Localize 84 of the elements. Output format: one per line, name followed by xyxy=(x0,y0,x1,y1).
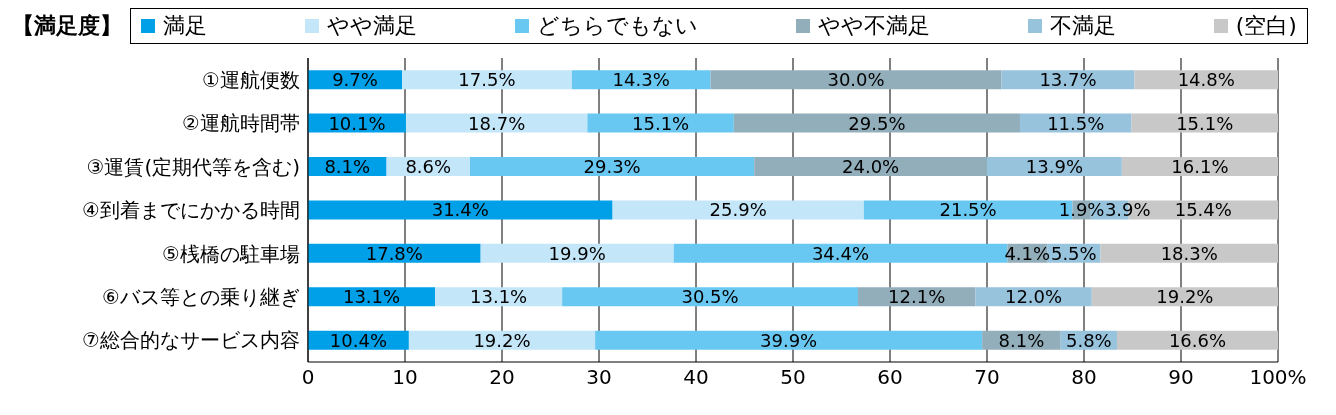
data-label: 13.7% xyxy=(1039,69,1097,91)
data-label: 30.5% xyxy=(681,286,739,308)
data-label: 19.9% xyxy=(548,242,606,264)
x-tick-label: 50 xyxy=(780,365,806,390)
legend-label: やや不満足 xyxy=(817,12,930,40)
x-tick-label: 100% xyxy=(1249,365,1307,390)
data-label: 9.7% xyxy=(332,69,378,91)
x-tick-label: 80 xyxy=(1071,365,1097,390)
data-label: 10.4% xyxy=(329,329,388,351)
bar xyxy=(733,113,1020,133)
bar xyxy=(587,113,734,133)
data-label: 39.9% xyxy=(760,329,818,351)
data-label: 29.5% xyxy=(848,112,906,134)
bar xyxy=(562,287,858,307)
y-tick-label: ②運航時間帯 xyxy=(182,111,300,136)
data-label: 4.1% xyxy=(1004,242,1051,264)
data-label: 8.1% xyxy=(998,329,1045,351)
bar xyxy=(754,157,987,177)
bar xyxy=(1121,157,1278,177)
data-label: 31.4% xyxy=(431,199,489,221)
x-tick-label: 0 xyxy=(301,365,315,390)
data-label: 19.2% xyxy=(1156,286,1214,308)
data-label: 8.6% xyxy=(405,156,452,178)
legend-title: 【満足度】 xyxy=(12,12,122,40)
x-tick-label: 40 xyxy=(683,365,709,390)
data-label: 5.5% xyxy=(1050,242,1097,264)
x-tick-label: 70 xyxy=(974,365,1000,390)
data-label: 10.1% xyxy=(328,112,386,134)
data-label: 15.4% xyxy=(1174,199,1232,221)
bar xyxy=(1100,243,1278,263)
data-label: 12.1% xyxy=(888,286,946,308)
bar xyxy=(469,157,755,177)
bar xyxy=(595,330,983,350)
data-label: 13.9% xyxy=(1025,156,1084,178)
data-label: 16.6% xyxy=(1168,329,1227,351)
data-label: 13.1% xyxy=(342,286,401,308)
bar xyxy=(308,200,613,220)
data-label: 12.0% xyxy=(1004,286,1063,308)
y-tick-label: ⑦総合的なサービス内容 xyxy=(82,328,300,353)
y-tick-label: ③運賃(定期代等を含む) xyxy=(86,154,300,179)
legend-label: どちらでもない xyxy=(536,12,698,40)
data-label: 21.5% xyxy=(939,199,997,221)
data-label: 30.0% xyxy=(827,69,885,91)
data-label: 15.1% xyxy=(632,112,690,134)
bar xyxy=(308,243,481,263)
bar xyxy=(408,330,596,350)
x-tick-label: 30 xyxy=(586,365,612,390)
x-tick-label: 20 xyxy=(489,365,515,390)
bar xyxy=(1091,287,1278,307)
data-label: 15.1% xyxy=(1176,112,1234,134)
data-label: 17.8% xyxy=(365,242,423,264)
legend-label: 満足 xyxy=(163,12,207,40)
data-label: 5.8% xyxy=(1065,329,1112,351)
data-label: 14.8% xyxy=(1177,69,1235,91)
data-label: 1.9% xyxy=(1058,199,1105,221)
bar xyxy=(405,113,588,133)
data-label: 3.9% xyxy=(1104,199,1151,221)
bar xyxy=(710,70,1002,90)
bar xyxy=(480,243,674,263)
data-label: 25.9% xyxy=(709,199,767,221)
data-label: 14.3% xyxy=(612,69,670,91)
y-tick-label: ⑥バス等との乗り継ぎ xyxy=(102,284,300,309)
bar xyxy=(612,200,864,220)
data-label: 11.5% xyxy=(1047,112,1105,134)
y-tick-label: ①運航便数 xyxy=(202,67,300,92)
x-tick-label: 90 xyxy=(1168,365,1194,390)
data-label: 34.4% xyxy=(811,242,870,264)
data-label: 24.0% xyxy=(842,156,900,178)
data-label: 16.1% xyxy=(1171,156,1229,178)
x-tick-label: 10 xyxy=(392,365,418,390)
legend-label: やや満足 xyxy=(326,12,417,40)
y-tick-label: ⑤桟橋の駐車場 xyxy=(162,241,300,266)
data-label: 13.1% xyxy=(470,286,528,308)
legend-label: 不満足 xyxy=(1049,12,1116,40)
data-label: 18.3% xyxy=(1160,242,1218,264)
legend-label: (空白) xyxy=(1235,12,1297,40)
data-label: 29.3% xyxy=(583,156,641,178)
bar xyxy=(402,70,572,90)
x-tick-label: 60 xyxy=(877,365,903,390)
y-tick-label: ④到着までにかかる時間 xyxy=(82,198,300,223)
data-label: 19.2% xyxy=(473,329,531,351)
data-label: 8.1% xyxy=(324,156,371,178)
data-label: 17.5% xyxy=(458,69,516,91)
data-label: 18.7% xyxy=(468,112,526,134)
